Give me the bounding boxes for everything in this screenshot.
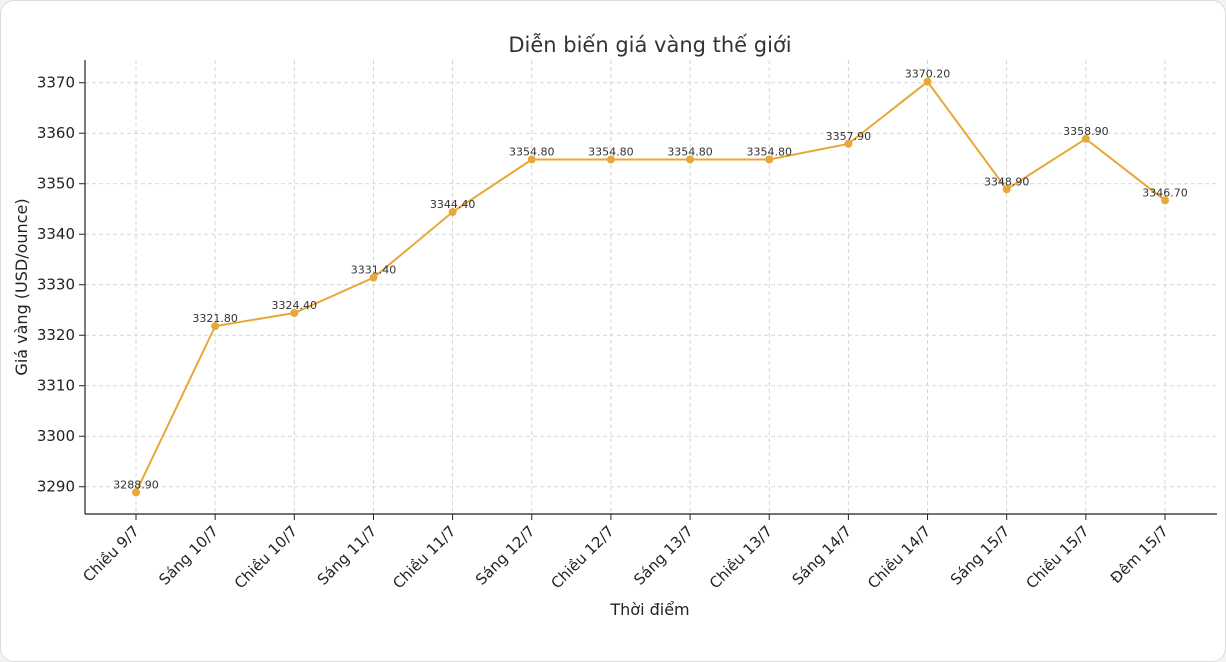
data-point — [132, 488, 140, 497]
data-point — [369, 273, 378, 282]
y-tick-label: 3310 — [37, 377, 75, 395]
grid — [85, 60, 1217, 514]
data-point — [606, 155, 615, 164]
x-tick-label: Chiều 13/7 — [706, 522, 776, 592]
x-tick-label: Sáng 14/7 — [789, 522, 856, 589]
series-gold-price — [132, 77, 1169, 497]
x-tick-label: Sáng 10/7 — [155, 522, 222, 589]
series-line — [135, 80, 1166, 493]
data-label: 3321.80 — [192, 312, 238, 325]
x-tick-label: Sáng 12/7 — [472, 522, 539, 589]
data-label: 3346.70 — [1142, 186, 1188, 199]
x-tick-label: Chiều 12/7 — [548, 522, 618, 592]
x-tick-label: Sáng 11/7 — [314, 522, 381, 589]
data-label: 3370.20 — [905, 68, 951, 81]
data-label: 3354.80 — [746, 145, 792, 158]
data-label: 3354.80 — [588, 145, 634, 158]
chart-title: Diễn biến giá vàng thế giới — [508, 32, 791, 57]
axes — [84, 60, 1217, 515]
data-label: 3331.40 — [351, 264, 397, 277]
data-point — [765, 155, 774, 164]
y-tick-label: 3370 — [37, 74, 75, 92]
data-point — [527, 155, 536, 164]
x-tick-label: Sáng 13/7 — [630, 522, 697, 589]
x-tick-label: Sáng 15/7 — [947, 522, 1014, 589]
x-axis-label: Thời điểm — [609, 600, 689, 619]
data-label: 3344.40 — [430, 198, 476, 211]
data-point — [448, 208, 457, 217]
x-tick-label: Đêm 15/7 — [1107, 522, 1172, 587]
data-label: 3324.40 — [272, 299, 318, 312]
data-point — [290, 309, 299, 318]
y-tick-label: 3320 — [37, 326, 75, 344]
data-label: 3288.90 — [113, 478, 159, 491]
x-tick-label: Chiều 10/7 — [231, 522, 301, 592]
y-tick-label: 3360 — [37, 124, 75, 142]
x-tick-label: Chiều 15/7 — [1022, 522, 1092, 592]
data-point — [1081, 134, 1090, 143]
data-label: 3348.90 — [984, 175, 1030, 188]
data-label: 3358.90 — [1063, 125, 1109, 138]
data-label: 3354.80 — [667, 145, 713, 158]
data-label: 3357.90 — [826, 130, 872, 143]
data-point — [1161, 196, 1169, 205]
x-tick-label: Chiều 9/7 — [79, 522, 142, 585]
y-tick-label: 3290 — [37, 478, 75, 496]
data-point — [686, 155, 695, 164]
data-point — [211, 322, 220, 331]
data-labels: 3288.90 3321.80 3324.40 3331.40 3344.40 3354.… — [113, 68, 1188, 492]
y-tick-label: 3330 — [37, 276, 75, 294]
data-point — [923, 77, 932, 86]
y-axis-ticks: 3290 3300 3310 3320 3330 3340 3350 3360 3370 — [37, 74, 85, 496]
y-tick-label: 3350 — [37, 175, 75, 193]
y-axis-label: Giá vàng (USD/ounce) — [12, 198, 31, 375]
x-axis-ticks: Chiều 9/7 Sáng 10/7 Chiều 10/7 Sáng 11/7 Chi… — [79, 514, 1172, 592]
data-point — [1002, 185, 1011, 194]
data-point — [844, 139, 853, 148]
y-tick-label: 3300 — [37, 427, 75, 445]
data-label: 3354.80 — [509, 145, 555, 158]
y-tick-label: 3340 — [37, 225, 75, 243]
x-tick-label: Chiều 14/7 — [864, 522, 934, 592]
x-tick-label: Chiều 11/7 — [389, 522, 459, 592]
